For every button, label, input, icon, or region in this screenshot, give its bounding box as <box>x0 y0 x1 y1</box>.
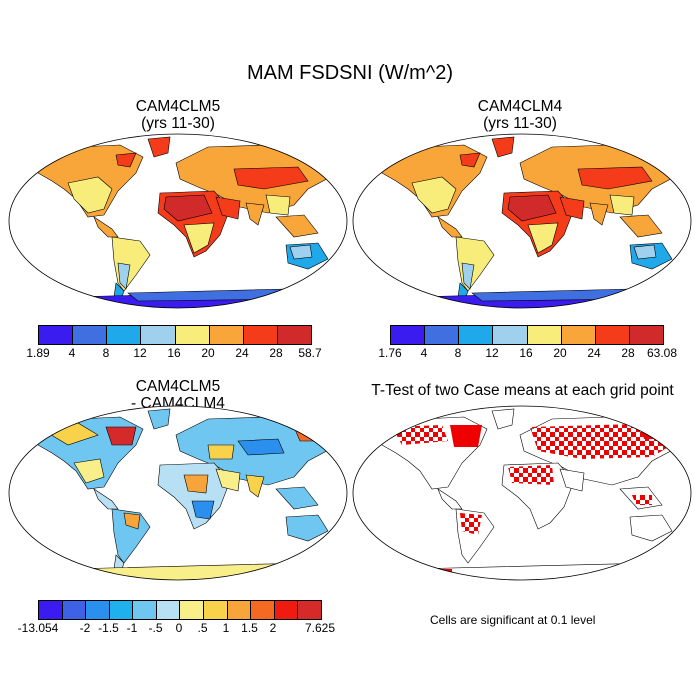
colorbar-tick-label: -2 <box>79 621 91 635</box>
colorbar-clm4 <box>390 325 664 345</box>
colorbar-cell <box>62 601 87 619</box>
colorbar-cell <box>107 326 142 344</box>
colorbar-tick-label: -.5 <box>148 621 163 635</box>
map-panel-clm4 <box>352 133 692 309</box>
panel-title-line2: (yrs 11-30) <box>483 115 557 132</box>
colorbar-tick-label: -1.5 <box>98 621 119 635</box>
colorbar-cell <box>156 601 181 619</box>
colorbar-tick-label: .5 <box>197 621 208 635</box>
colorbar-tick-label: 1.5 <box>241 621 258 635</box>
colorbar-tick-label: 7.625 <box>304 621 336 635</box>
colorbar-cell <box>277 326 311 344</box>
colorbar-tick-label: 63.08 <box>646 346 678 360</box>
colorbar-cell <box>204 601 228 619</box>
colorbar-tick-label: 16 <box>167 346 181 360</box>
colorbar-cell <box>561 326 596 344</box>
colorbar-cell <box>73 326 108 344</box>
colorbar-cell <box>425 326 460 344</box>
panel-title-clm5: CAM4CLM5 (yrs 11-30) <box>78 98 278 132</box>
colorbar-cell <box>109 601 134 619</box>
colorbar-tick-label: 28 <box>269 346 283 360</box>
colorbar-cell <box>459 326 494 344</box>
colorbar-cell <box>39 326 74 344</box>
colorbar-cell <box>243 326 278 344</box>
colorbar-cell <box>141 326 176 344</box>
colorbar-cell <box>251 601 275 619</box>
colorbar-cell <box>39 601 63 619</box>
panel-title-clm4: CAM4CLM4 (yrs 11-30) <box>420 98 620 132</box>
colorbar-tick-label: 1 <box>222 621 230 635</box>
colorbar-cell <box>180 601 205 619</box>
colorbar-clm5-labels: 1.89 4 8 12 16 20 24 28 58.7 <box>26 346 321 362</box>
colorbar-cell <box>209 326 244 344</box>
colorbar-tick-label: 1.76 <box>378 346 402 360</box>
colorbar-tick-label: 2 <box>269 621 277 635</box>
colorbar-cell <box>175 326 210 344</box>
colorbar-tick-label: 8 <box>102 346 110 360</box>
colorbar-cell <box>391 326 426 344</box>
colorbar-tick-label: -1 <box>126 621 138 635</box>
colorbar-tick-label: 16 <box>519 346 533 360</box>
colorbar-tick-label: -13.054 <box>17 621 59 635</box>
colorbar-cell <box>86 601 110 619</box>
colorbar-tick-label: 20 <box>553 346 567 360</box>
panel-title-line2: (yrs 11-30) <box>141 115 215 132</box>
colorbar-tick-label: 0 <box>175 621 183 635</box>
panel-title-line1: CAM4CLM4 <box>477 98 563 115</box>
colorbar-tick-label: 24 <box>235 346 249 360</box>
colorbar-cell <box>493 326 528 344</box>
colorbar-cell <box>298 601 321 619</box>
colorbar-tick-label: 20 <box>201 346 215 360</box>
colorbar-tick-label: 1.89 <box>26 346 50 360</box>
colorbar-tick-label: 24 <box>587 346 601 360</box>
colorbar-cell <box>227 601 252 619</box>
colorbar-tick-label: 12 <box>133 346 147 360</box>
panel-title-line1: CAM4CLM5 <box>135 378 221 395</box>
colorbar-tick-label: 58.7 <box>298 346 322 360</box>
colorbar-cell <box>595 326 630 344</box>
significance-note: Cells are significant at 0.1 level <box>430 613 596 627</box>
colorbar-tick-label: 12 <box>485 346 499 360</box>
colorbar-clm4-labels: 1.76 4 8 12 16 20 24 28 63.08 <box>378 346 677 362</box>
colorbar-tick-label: 8 <box>454 346 462 360</box>
colorbar-cell <box>527 326 562 344</box>
colorbar-cell <box>629 326 663 344</box>
figure-title: MAM FSDSNI (W/m^2) <box>246 62 454 84</box>
colorbar-tick-label: 28 <box>621 346 635 360</box>
colorbar-tick-label: 4 <box>68 346 76 360</box>
colorbar-diff <box>38 600 322 620</box>
colorbar-diff-labels: -13.054 -2 -1.5 -1 -.5 0 .5 1 1.5 2 7.625 <box>18 621 335 637</box>
panel-title-ttest: T-Test of two Case means at each grid po… <box>371 382 674 399</box>
map-panel-diff <box>8 405 348 581</box>
colorbar-clm5 <box>38 325 312 345</box>
map-panel-clm5 <box>8 133 348 309</box>
colorbar-cell <box>274 601 299 619</box>
colorbar-tick-label: 4 <box>420 346 428 360</box>
colorbar-cell <box>133 601 157 619</box>
panel-title-line1: CAM4CLM5 <box>135 98 221 115</box>
map-panel-ttest <box>352 405 692 581</box>
